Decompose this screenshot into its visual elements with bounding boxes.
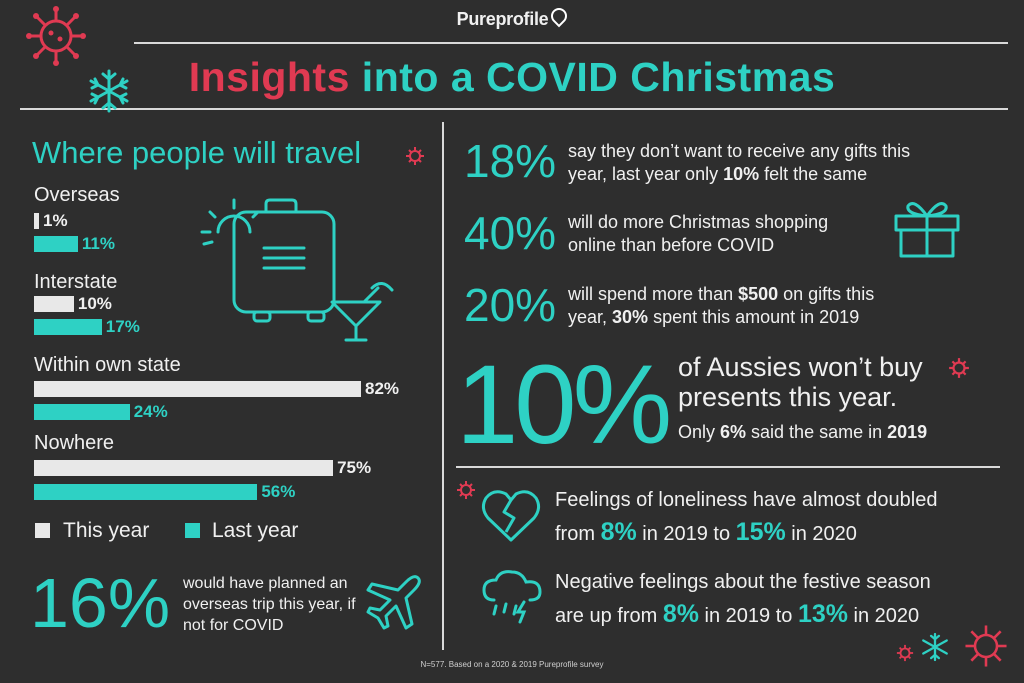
header-divider-top <box>134 42 1008 44</box>
loneliness-post: in 2020 <box>785 523 857 545</box>
no-presents-line3-pre: Only <box>678 422 721 442</box>
footnote: N=577. Based on a 2020 & 2019 Pureprofil… <box>420 660 604 669</box>
no-presents-line1: of Aussies won’t buy <box>678 352 923 382</box>
spend-line2: year, 30% spent this amount in 2019 <box>568 306 874 329</box>
no-presents-line3-bold2: 2019 <box>887 422 928 442</box>
loneliness-line2: from 8% in 2019 to 15% in 2020 <box>555 516 937 550</box>
virus-icon <box>949 358 969 378</box>
spend-percentage: 20% <box>464 279 557 331</box>
spend-line1-bold: $500 <box>738 284 779 304</box>
no-presents-line3: Only 6% said the same in 2019 <box>678 422 927 443</box>
virus-icon <box>965 625 1007 667</box>
sun-icon <box>200 198 260 246</box>
spend-line2-bold: 30% <box>612 307 649 327</box>
bar-within-state-this-year <box>34 381 361 397</box>
bar-interstate-last-year <box>34 319 102 335</box>
virus-icon <box>406 147 424 165</box>
brand-logo: Pureprofile <box>0 4 1024 30</box>
negative-text: Negative feelings about the festive seas… <box>555 566 931 632</box>
location-pin-icon <box>548 4 571 28</box>
category-label: Overseas <box>34 184 120 206</box>
legend-swatch-this-year <box>35 523 50 538</box>
spend-text: will spend more than $500 on gifts this … <box>568 283 874 329</box>
bar-interstate-this-year <box>34 296 74 312</box>
no-presents-text: of Aussies won’t buy presents this year. <box>678 352 923 412</box>
gift-icon <box>894 202 960 258</box>
gifts-line2: year, last year only 10% felt the same <box>568 163 910 186</box>
legend-label-this-year: This year <box>63 519 150 542</box>
snowflake-icon <box>922 632 948 662</box>
virus-icon <box>896 644 914 662</box>
gifts-line2-bold: 10% <box>723 164 760 184</box>
category-label: Nowhere <box>34 432 115 454</box>
broken-heart-icon <box>481 490 541 542</box>
online-line2: online than before COVID <box>568 235 775 255</box>
bar-overseas-last-year <box>34 236 78 252</box>
overseas-trip-text: would have planned an overseas trip this… <box>183 575 356 634</box>
online-text: will do more Christmas shopping online t… <box>568 211 828 257</box>
loneliness-pre: from <box>555 523 601 545</box>
loneliness-mid: in 2019 to <box>636 523 736 545</box>
spend-line1: will spend more than $500 on gifts this <box>568 283 874 306</box>
loneliness-2019-value: 8% <box>600 518 637 546</box>
no-presents-line3-bold: 6% <box>720 422 747 442</box>
value-within-state-this-year: 82% <box>365 379 400 398</box>
category-label: Within own state <box>34 354 181 376</box>
negative-line2: are up from 8% in 2019 to 13% in 2020 <box>555 598 931 632</box>
negative-2020-value: 13% <box>797 600 848 628</box>
gifts-text: say they don’t want to receive any gifts… <box>568 140 910 186</box>
spend-line1-post: on gifts this <box>778 284 875 304</box>
value-overseas-last-year: 11% <box>81 234 115 253</box>
snowflake-icon <box>89 69 129 113</box>
suitcase-icon <box>200 198 394 342</box>
negative-line1: Negative feelings about the festive seas… <box>555 571 931 593</box>
legend-label-last-year: Last year <box>212 519 299 542</box>
value-interstate-last-year: 17% <box>105 317 140 336</box>
no-presents-percentage: 10% <box>456 342 672 467</box>
virus-icon <box>457 481 475 499</box>
title-part1: Insights <box>188 54 350 100</box>
no-presents-line3-mid: said the same in <box>746 422 888 442</box>
bar-nowhere-last-year <box>34 484 258 500</box>
gifts-line2-post: felt the same <box>759 164 868 184</box>
gifts-line1: say they don’t want to receive any gifts… <box>568 141 911 161</box>
value-overseas-this-year: 1% <box>43 211 68 230</box>
plane-icon <box>366 575 421 630</box>
vertical-divider <box>442 122 444 650</box>
category-label: Interstate <box>34 271 118 293</box>
value-nowhere-this-year: 75% <box>337 458 372 477</box>
spend-line2-pre: year, <box>568 307 613 327</box>
brand-name: Pureprofile <box>456 9 549 29</box>
value-within-state-last-year: 24% <box>133 402 168 421</box>
loneliness-2020-value: 15% <box>735 518 786 546</box>
online-line1: will do more Christmas shopping <box>568 212 829 232</box>
negative-pre: are up from <box>555 605 663 627</box>
loneliness-text: Feelings of loneliness have almost doubl… <box>555 484 937 550</box>
overseas-trip-percentage: 16% <box>30 564 171 642</box>
spend-line2-post: spent this amount in 2019 <box>648 307 860 327</box>
bar-overseas-this-year <box>34 213 39 229</box>
gifts-percentage: 18% <box>464 135 557 187</box>
gifts-line2-pre: year, last year only <box>568 164 724 184</box>
header-divider-bottom <box>20 108 1008 110</box>
value-nowhere-last-year: 56% <box>261 482 296 501</box>
loneliness-line1: Feelings of loneliness have almost doubl… <box>555 489 938 511</box>
bar-nowhere-this-year <box>34 460 334 476</box>
online-percentage: 40% <box>464 207 557 259</box>
virus-icon <box>26 6 86 66</box>
negative-mid: in 2019 to <box>698 605 798 627</box>
title-part2: into a COVID Christmas <box>361 54 836 100</box>
value-interstate-this-year: 10% <box>77 294 112 313</box>
rain-cloud-icon <box>482 570 542 624</box>
bar-within-state-last-year <box>34 404 130 420</box>
negative-post: in 2020 <box>847 605 920 627</box>
no-presents-line2: presents this year. <box>678 382 898 412</box>
negative-2019-value: 8% <box>662 600 699 628</box>
page-title: Insights into a COVID Christmas <box>0 54 1024 101</box>
spend-line1-pre: will spend more than <box>568 284 739 304</box>
travel-heading: Where people will travel <box>32 135 362 170</box>
legend-swatch-last-year <box>185 523 200 538</box>
right-panel-divider <box>456 466 1000 468</box>
